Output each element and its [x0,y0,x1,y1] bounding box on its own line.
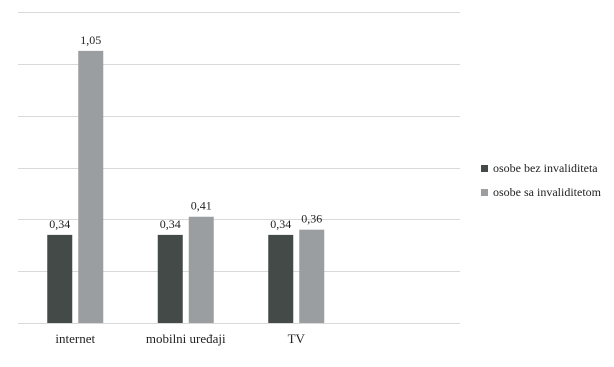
legend-item-series-1: osobe bez invaliditeta [481,156,601,180]
legend-label-series-1: osobe bez invaliditeta [493,161,598,175]
data-label-2-2: 0,41 [191,199,212,213]
data-label-1-2: 0,34 [160,217,181,231]
legend-label-series-2: osobe sa invaliditetom [493,185,601,199]
data-label-2-3: 0,36 [301,212,322,226]
legend-swatch-series-1 [481,164,488,172]
category-labels: internet mobilni uređaji TV [55,331,305,346]
bar-2-1 [78,50,104,323]
bar-2-3 [299,229,325,323]
category-label-1: internet [55,331,95,346]
category-label-2: mobilni uređaji [146,331,226,346]
bar-1-2 [157,234,183,323]
bar-1-3 [268,234,294,323]
category-label-3: TV [288,331,306,346]
bar-1-1 [47,234,73,323]
data-label-1-3: 0,34 [270,217,291,231]
legend-swatch-series-2 [481,188,488,196]
data-labels: 0,34 1,05 0,34 0,41 0,34 0,36 [49,33,322,231]
bars [47,50,325,323]
bar-2-2 [188,216,214,323]
legend-item-series-2: osobe sa invaliditetom [481,180,601,204]
data-label-2-1: 1,05 [80,33,101,47]
data-label-1-1: 0,34 [49,217,70,231]
legend: osobe bez invaliditeta osobe sa invalidi… [481,156,601,204]
